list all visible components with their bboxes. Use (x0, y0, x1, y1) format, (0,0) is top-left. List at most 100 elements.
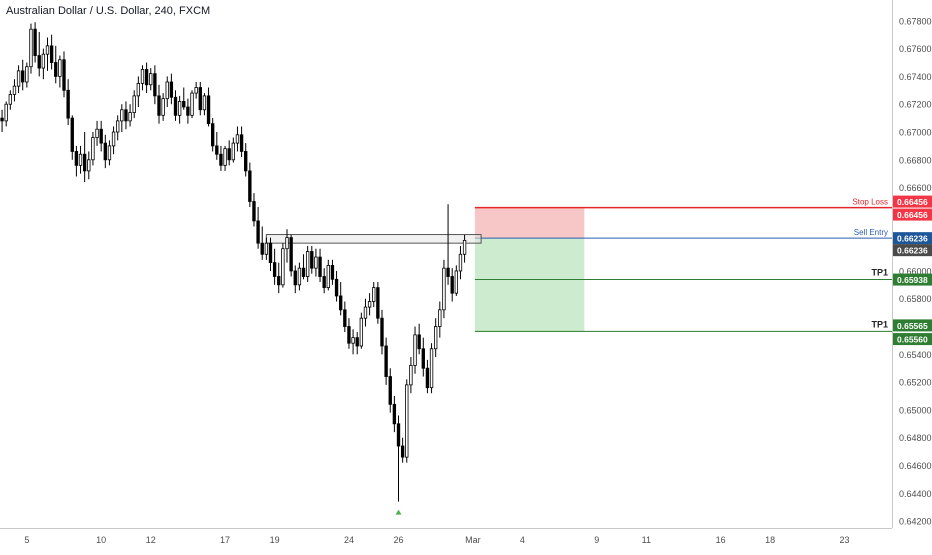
candle-body (87, 159, 91, 172)
supply-zone-rectangle (265, 234, 482, 244)
candle-body (182, 101, 186, 108)
candle-body (367, 301, 372, 308)
candle-body (454, 270, 459, 294)
y-tick-label: 0.64600 (899, 461, 932, 471)
y-tick-label: 0.67200 (899, 100, 932, 110)
y-tick-label: 0.65000 (899, 405, 932, 415)
candle-body (78, 153, 83, 166)
candle-body (29, 28, 33, 68)
y-tick-label: 0.64400 (899, 489, 932, 499)
x-tick-label: 5 (24, 535, 29, 545)
candle-body (219, 153, 223, 166)
candle-body (202, 95, 207, 111)
candle-body (206, 95, 211, 125)
candle-body (33, 28, 37, 56)
candle-body (58, 59, 62, 77)
price-tag-label: 0.65560 (897, 335, 928, 345)
x-tick-label: 11 (642, 535, 651, 545)
candle-body (458, 253, 463, 272)
candle-body (165, 81, 169, 100)
y-tick-label: 0.67800 (899, 16, 932, 26)
candle-body (25, 66, 29, 83)
candle-body (149, 73, 153, 86)
price-tag (893, 208, 932, 221)
candle-body (281, 248, 285, 286)
y-tick-label: 0.64800 (899, 433, 932, 443)
candle-body (91, 137, 95, 161)
candle-body (363, 306, 368, 319)
take-profit-zone (474, 238, 585, 333)
candle-body (351, 337, 355, 344)
price-tag-label: 0.66456 (897, 197, 928, 207)
candle-body (198, 87, 202, 111)
candle-body (210, 123, 215, 147)
candle-body (12, 85, 17, 95)
candle-body (231, 142, 236, 161)
candle-body (301, 267, 306, 277)
candle-body (256, 220, 260, 244)
candle-body (186, 106, 190, 116)
candle-body (446, 267, 450, 277)
y-tick-label: 0.67600 (899, 44, 932, 54)
candle-body (215, 145, 219, 155)
candle-body (132, 95, 136, 113)
candle-body (339, 295, 343, 311)
candle-body (376, 287, 380, 319)
x-tick-label: 26 (394, 535, 404, 545)
candle-body (334, 278, 339, 297)
candle-body (223, 148, 227, 166)
x-tick-label: 24 (344, 535, 354, 545)
y-tick-label: 0.65400 (899, 350, 932, 360)
candle-body (124, 109, 128, 122)
candle-body (194, 87, 198, 94)
candle-body (392, 403, 397, 425)
candle-body (248, 170, 252, 202)
candle-body (173, 96, 178, 116)
candle-body (41, 53, 46, 69)
sell-entry-label: Sell Entry (854, 228, 888, 237)
price-tag (893, 333, 932, 346)
y-tick-label: 0.66800 (899, 155, 932, 165)
price-tag-label: 0.66236 (897, 234, 928, 244)
candle-body (326, 264, 330, 289)
candle-body (293, 270, 297, 286)
candle-body (417, 334, 421, 350)
price-tag-label: 0.65938 (897, 275, 928, 285)
candle-body (268, 242, 273, 264)
price-tag (893, 195, 932, 208)
x-tick-label: 23 (840, 535, 850, 545)
price-tag-label: 0.65565 (897, 321, 928, 331)
candle-body (161, 98, 165, 116)
x-tick-label: Mar (465, 535, 481, 545)
candle-body (355, 337, 359, 347)
candle-body (16, 70, 21, 87)
tp1-label: TP1 (871, 319, 888, 329)
x-tick-label: 18 (765, 535, 775, 545)
candle-body (322, 276, 326, 289)
candle-body (157, 95, 161, 116)
stop-loss-label: Stop Loss (852, 198, 888, 207)
candle-body (314, 256, 318, 269)
x-tick-label: 12 (146, 535, 156, 545)
x-tick-label: 19 (270, 535, 280, 545)
x-tick-label: 17 (220, 535, 230, 545)
symbol-title: Australian Dollar / U.S. Dollar, 240, FX… (6, 5, 211, 17)
candle-body (8, 94, 13, 105)
candle-body (388, 376, 392, 405)
candle-body (260, 242, 264, 255)
candle-body (49, 45, 54, 63)
candle-body (95, 128, 99, 138)
candle-body (380, 317, 384, 347)
candle-body (0, 117, 4, 122)
candle-body (305, 251, 310, 277)
x-tick-label: 9 (594, 535, 599, 545)
price-tag (893, 244, 932, 257)
candle-body (429, 348, 434, 389)
candle-body (347, 326, 351, 344)
candle-body (396, 423, 401, 447)
x-tick-label: 4 (520, 535, 525, 545)
price-tag (893, 273, 932, 286)
x-tick-label: 16 (716, 535, 726, 545)
